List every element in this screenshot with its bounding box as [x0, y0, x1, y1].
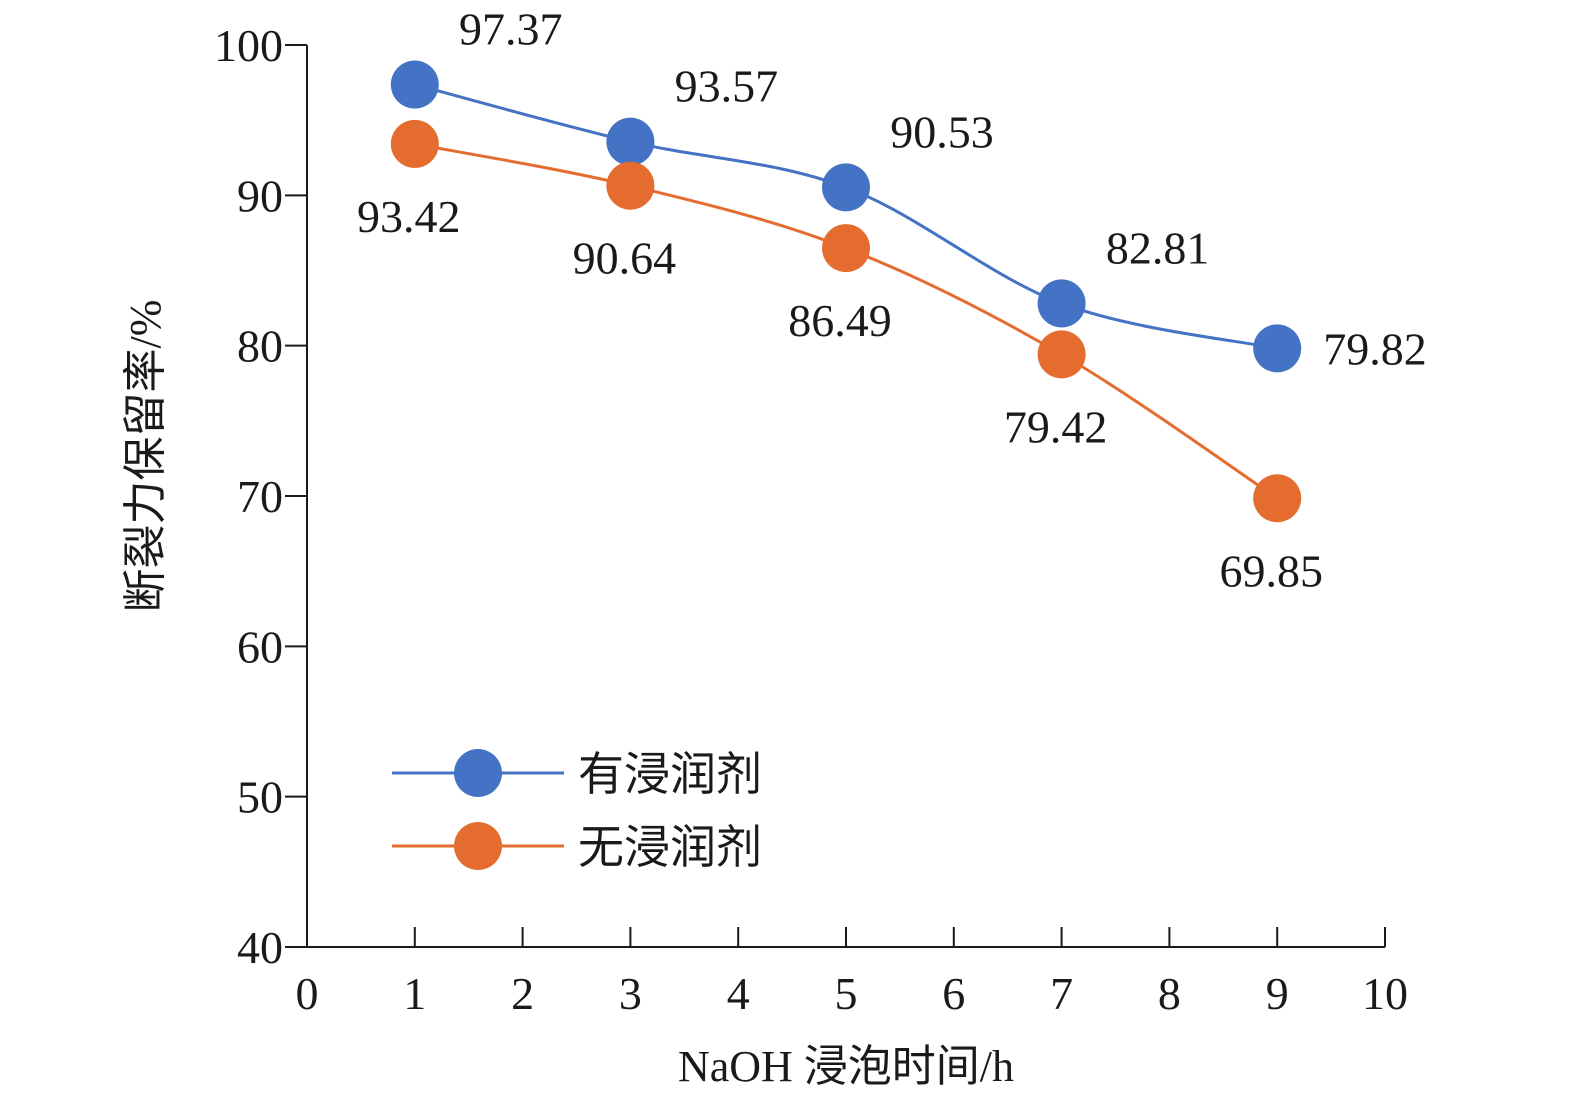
series-point: [1037, 330, 1086, 379]
x-tick-label: 0: [296, 968, 319, 1019]
x-tick-label: 7: [1050, 968, 1073, 1019]
data-label: 97.37: [459, 4, 563, 55]
y-tick-label: 70: [237, 471, 283, 522]
data-label: 90.64: [573, 233, 677, 284]
y-tick-label: 60: [237, 621, 283, 672]
data-label: 90.53: [890, 106, 994, 157]
series-point: [1037, 279, 1086, 328]
series-point: [1253, 474, 1302, 523]
series-point: [1253, 324, 1302, 373]
x-tick-label: 8: [1158, 968, 1181, 1019]
data-label: 93.42: [357, 191, 461, 242]
x-tick-label: 4: [727, 968, 750, 1019]
series-point: [390, 119, 439, 168]
x-axis-title: NaOH 浸泡时间/h: [678, 1042, 1014, 1091]
series-point: [606, 161, 655, 210]
legend-marker: [454, 749, 502, 797]
series: [390, 60, 1302, 523]
data-label: 82.81: [1106, 222, 1210, 273]
x-tick-label: 10: [1362, 968, 1408, 1019]
y-axis-title: 断裂力保留率/%: [121, 300, 170, 613]
x-tick-label: 6: [942, 968, 965, 1019]
y-tick-label: 90: [237, 170, 283, 221]
x-tick-label: 5: [835, 968, 858, 1019]
y-tick-label: 100: [214, 20, 283, 71]
y-tick-label: 50: [237, 772, 283, 823]
legend-label: 无浸润剂: [578, 822, 762, 873]
series-point: [822, 224, 870, 273]
data-labels: 97.37 93.57 90.53 82.81 79.82 93.42 90.64 86.49…: [357, 4, 1427, 597]
legend-label: 有浸润剂: [578, 749, 762, 800]
y-tick-label: 40: [237, 922, 283, 973]
x-tick-label: 1: [403, 968, 426, 1019]
series-point: [390, 60, 439, 109]
data-label: 79.42: [1004, 401, 1108, 452]
y-tick-label: 80: [237, 321, 283, 372]
data-label: 93.57: [675, 61, 779, 112]
data-label: 86.49: [788, 295, 892, 346]
legend-marker: [454, 822, 502, 870]
data-label: 79.82: [1323, 323, 1427, 374]
series-point: [606, 117, 655, 166]
ticks: 40 50 60 70 80 90 100 0 1 2 3 4 5 6 7 8 9 10: [214, 20, 1408, 1019]
x-tick-label: 3: [619, 968, 642, 1019]
x-tick-label: 9: [1266, 968, 1289, 1019]
series-point: [822, 163, 870, 212]
data-label: 69.85: [1219, 545, 1323, 596]
x-tick-label: 2: [511, 968, 534, 1019]
